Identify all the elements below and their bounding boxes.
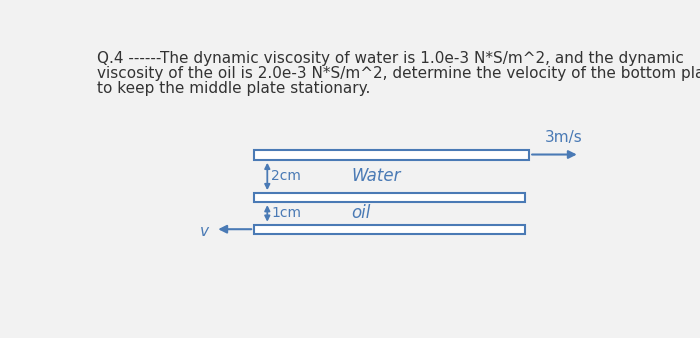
Text: Q.4 ------The dynamic viscosity of water is 1.0e-3 N*S/m^2, and the dynamic: Q.4 ------The dynamic viscosity of water… bbox=[97, 51, 684, 66]
Text: 2cm: 2cm bbox=[271, 169, 301, 183]
Text: oil: oil bbox=[351, 204, 370, 222]
Text: Water: Water bbox=[351, 167, 400, 185]
Text: to keep the middle plate stationary.: to keep the middle plate stationary. bbox=[97, 81, 370, 96]
Bar bbox=[254, 150, 529, 160]
Bar bbox=[254, 193, 526, 202]
Text: viscosity of the oil is 2.0e-3 N*S/m^2, determine the velocity of the bottom pla: viscosity of the oil is 2.0e-3 N*S/m^2, … bbox=[97, 66, 700, 81]
Text: 3m/s: 3m/s bbox=[545, 130, 582, 145]
Bar bbox=[254, 224, 526, 234]
Text: v: v bbox=[200, 224, 209, 239]
Text: 1cm: 1cm bbox=[271, 206, 301, 220]
